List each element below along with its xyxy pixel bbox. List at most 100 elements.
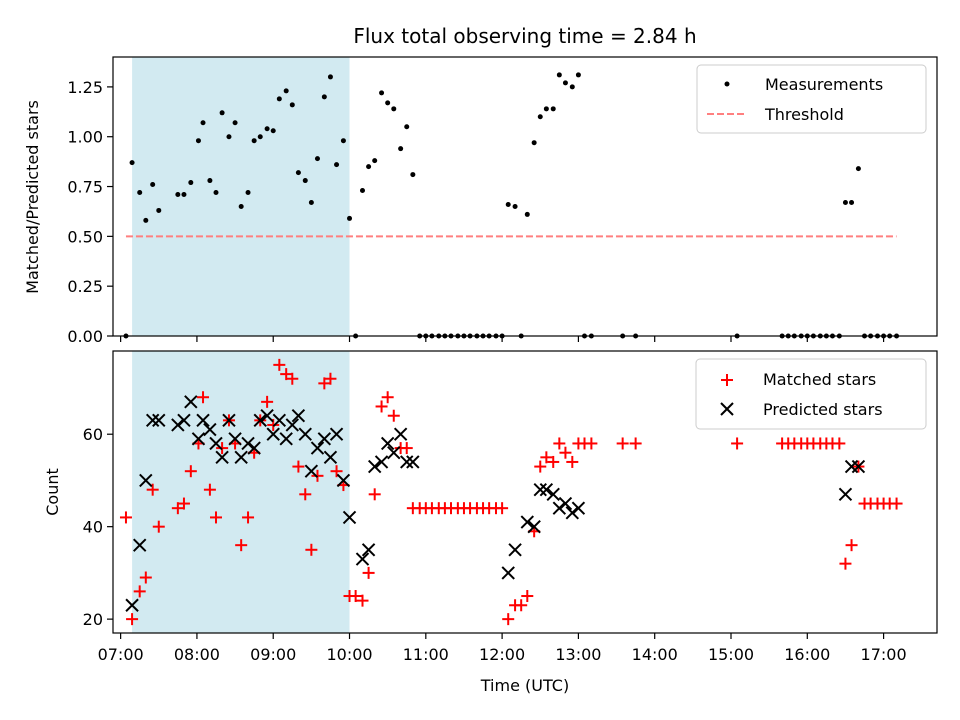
predicted-star-point (247, 441, 261, 455)
measurement-point (302, 178, 308, 184)
matched-star-point (305, 543, 318, 556)
predicted-star-point (125, 598, 139, 612)
measurement-point (143, 217, 149, 223)
predicted-star-point (527, 519, 541, 534)
measurement-point (308, 199, 314, 205)
measurement-point (556, 72, 562, 78)
matched-star-point (833, 437, 846, 450)
matched-star-point (273, 358, 286, 371)
matched-star-point (216, 442, 229, 455)
bottom-plot-frame (112, 350, 938, 634)
measurement-point (531, 140, 537, 146)
x-tick-label: 17:00 (861, 645, 907, 664)
predicted-star-point (298, 427, 312, 441)
predicted-star-point (851, 459, 866, 474)
matched-star-point (210, 511, 222, 524)
predicted-star-point (367, 459, 382, 474)
predicted-star-point (272, 413, 287, 428)
measurement-point (537, 114, 543, 120)
matched-star-point (261, 395, 274, 408)
legend-matched-marker (721, 374, 733, 386)
matched-star-point (400, 442, 413, 455)
predicted-star-point (279, 432, 293, 446)
y-tick-label: 0.75 (67, 178, 103, 197)
predicted-star-point (533, 482, 547, 497)
matched-star-point (299, 488, 312, 501)
x-tick-label: 16:00 (784, 645, 830, 664)
predicted-star-point (558, 496, 573, 511)
x-tick-label: 07:00 (98, 645, 144, 664)
y-tick-label: 20 (83, 610, 103, 629)
measurement-point (226, 134, 232, 140)
matched-star-point (502, 613, 515, 626)
x-tick-label: 10:00 (326, 645, 372, 664)
measurement-point (283, 88, 289, 94)
measurement-point (270, 128, 276, 134)
chart-title: Flux total observing time = 2.84 h (353, 24, 696, 48)
matched-star-point (152, 520, 165, 533)
predicted-star-point (152, 413, 166, 428)
predicted-star-point (342, 510, 357, 525)
bottom-shaded-region (132, 351, 350, 633)
y-tick-label: 0.00 (67, 327, 103, 346)
predicted-star-point (260, 409, 274, 423)
predicted-star-point (266, 427, 280, 441)
bottom-x-axis-ticks: 07:00 08:00 09:00 10:00 11:00 12:00 13:00 14:00… (98, 633, 907, 664)
y-tick-label: 1.25 (67, 78, 103, 97)
top-shaded-region (132, 57, 350, 336)
measurement-point (505, 201, 511, 207)
predicted-star-point (304, 464, 319, 478)
predicted-star-point (520, 515, 534, 529)
legend-measurements-label: Measurements (765, 75, 883, 94)
matched-star-point (330, 465, 343, 478)
predicted-star-point (387, 445, 401, 460)
y-tick-label: 0.50 (67, 227, 103, 246)
matched-star-point (119, 511, 132, 524)
predicted-star-point (291, 409, 306, 423)
predicted-star-point (355, 552, 370, 566)
matched-star-point (177, 497, 190, 510)
matched-star-point (387, 409, 400, 422)
matched-star-point (375, 400, 388, 413)
matched-star-point (839, 557, 852, 570)
matched-star-point (515, 599, 528, 612)
matched-star-point (324, 372, 337, 385)
matched-star-point (126, 613, 139, 626)
measurement-point (575, 72, 581, 78)
measurement-point (195, 138, 201, 144)
matched-star-point (521, 590, 534, 603)
predicted-star-point (571, 501, 586, 515)
predicted-star-point (145, 413, 160, 428)
bottom-y-axis-ticks: 20 40 60 (83, 425, 113, 629)
x-tick-label: 11:00 (403, 645, 449, 664)
bottom-y-axis-label: Count (43, 468, 62, 516)
predicted-star-point (139, 473, 153, 488)
matched-star-point (146, 483, 159, 496)
legend-predicted-label: Predicted stars (763, 400, 883, 419)
predicted-star-point (838, 487, 853, 502)
legend-measurements-marker (724, 81, 730, 87)
predicted-star-point (323, 450, 338, 465)
measurement-point (213, 190, 219, 196)
y-tick-label: 1.00 (67, 128, 103, 147)
measurement-point (200, 120, 206, 126)
predicted-star-point (336, 473, 351, 488)
predicted-star-point (406, 455, 420, 469)
measurement-point (245, 190, 251, 196)
predicted-star-point (234, 450, 248, 465)
measurement-point (550, 106, 556, 112)
matched-star-point (242, 511, 255, 524)
top-legend-box (696, 64, 927, 134)
legend-matched-label: Matched stars (763, 370, 876, 389)
predicted-star-point (191, 432, 206, 446)
predicted-star-point (552, 501, 567, 515)
matched-star-point (553, 437, 566, 450)
matched-star-point (356, 594, 369, 607)
measurement-point (569, 84, 575, 90)
matched-star-point (731, 437, 744, 450)
measurement-point (175, 192, 181, 198)
x-tick-label: 09:00 (250, 645, 296, 664)
measurement-point (340, 138, 346, 144)
predicted-star-point (539, 482, 554, 497)
x-axis-label: Time (UTC) (480, 676, 569, 695)
